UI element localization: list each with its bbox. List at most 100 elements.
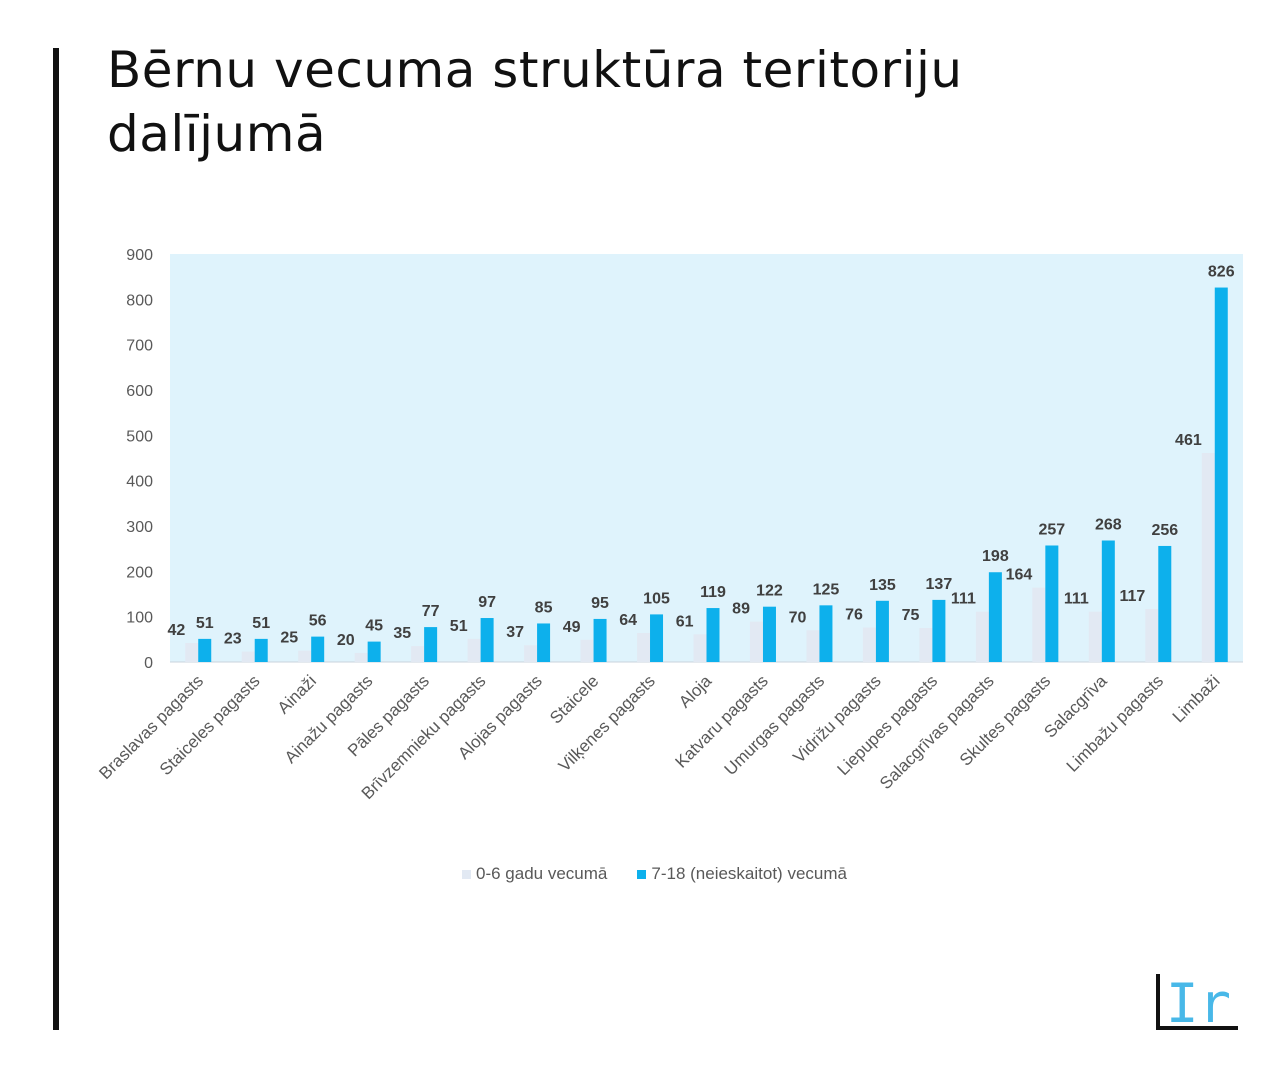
bar-0-6 [580,639,594,662]
bar-7-18 [932,599,946,662]
data-label-7-18: 268 [1095,517,1122,534]
data-label-0-6: 25 [280,630,298,647]
data-label-0-6: 75 [902,607,920,624]
page-title: Bērnu vecuma struktūra teritoriju dalīju… [107,41,963,163]
bar-0-6 [806,630,820,662]
plot-area [170,254,1243,662]
y-tick-label: 700 [126,338,153,355]
x-tick-label: Limbaži [1169,671,1224,726]
data-label-7-18: 105 [643,590,670,607]
bar-0-6 [1032,587,1046,662]
bar-7-18 [254,638,268,662]
y-tick-label: 600 [126,383,153,400]
x-tick-label: Umurgas pagasts [721,671,829,779]
bar-0-6 [1145,608,1159,662]
bar-0-6 [919,628,933,662]
legend-item-old: 7-18 (neieskaitot) vecumā [637,864,847,884]
bar-7-18 [819,605,833,662]
data-label-7-18: 95 [591,595,609,612]
legend-swatch-young [462,869,471,879]
data-label-0-6: 37 [506,624,524,641]
bar-7-18 [875,600,889,662]
bar-7-18 [1158,545,1172,662]
data-label-0-6: 461 [1175,432,1202,449]
bar-0-6 [241,651,255,662]
chart-legend: 0-6 gadu vecumā 7-18 (neieskaitot) vecum… [462,864,847,884]
x-tick-label: Aloja [675,671,716,712]
bar-0-6 [693,634,707,662]
data-label-0-6: 61 [676,613,694,630]
y-tick-label: 0 [144,655,153,672]
legend-label-old: 7-18 (neieskaitot) vecumā [651,864,847,883]
bar-0-6 [298,650,312,662]
data-label-7-18: 122 [756,583,783,600]
data-label-7-18: 826 [1208,264,1235,281]
bar-7-18 [650,614,664,662]
bar-0-6 [749,621,763,662]
bar-0-6 [524,645,538,662]
data-label-0-6: 164 [1006,567,1033,584]
legend-swatch-old [637,869,647,879]
bar-0-6 [411,646,425,662]
data-label-7-18: 51 [196,615,214,632]
data-label-7-18: 135 [869,577,896,594]
x-tick-label: Vilķenes pagasts [555,671,659,775]
x-tick-label: Ainaži [274,671,320,717]
y-tick-label: 100 [126,610,153,627]
y-tick-label: 500 [126,428,153,445]
bar-0-6 [637,632,651,662]
bar-7-18 [1101,540,1115,662]
y-tick-label: 800 [126,292,153,309]
data-label-7-18: 137 [926,576,953,593]
data-label-7-18: 125 [813,581,840,598]
bar-0-6 [1088,611,1102,662]
brand-logo: Ir! [1156,972,1242,1035]
bar-7-18 [706,608,720,662]
data-label-7-18: 45 [365,618,383,635]
x-tick-label: Staicele [546,671,602,727]
data-label-7-18: 119 [700,584,726,601]
data-label-7-18: 85 [535,599,553,616]
bar-0-6 [862,627,876,662]
bar-0-6 [354,652,368,662]
data-label-7-18: 257 [1038,521,1065,538]
data-label-0-6: 117 [1119,588,1145,605]
data-label-0-6: 23 [224,631,242,648]
x-tick-label: Limbažu pagasts [1063,671,1167,775]
left-vertical-rule [53,48,59,1030]
bar-7-18 [537,623,551,662]
bar-0-6 [185,642,199,662]
y-tick-label: 900 [126,247,153,264]
bar-7-18 [593,618,607,662]
data-label-0-6: 49 [563,619,581,636]
legend-item-young: 0-6 gadu vecumā [462,864,607,884]
bar-0-6 [1201,453,1215,662]
data-label-0-6: 64 [619,612,637,629]
bar-7-18 [367,641,381,662]
bar-7-18 [762,606,776,662]
bar-7-18 [311,636,325,662]
bar-7-18 [424,627,438,662]
data-label-0-6: 111 [1064,591,1089,608]
legend-label-young: 0-6 gadu vecumā [476,864,608,883]
x-tick-label: Braslavas pagasts [95,671,207,783]
data-label-0-6: 35 [393,625,411,642]
data-label-0-6: 76 [845,607,863,624]
data-label-0-6: 51 [450,618,468,635]
bar-7-18 [198,638,212,662]
data-label-7-18: 56 [309,613,327,630]
data-label-7-18: 51 [252,615,270,632]
y-tick-label: 300 [126,519,153,536]
x-tick-label: Staiceles pagasts [156,671,264,779]
data-label-7-18: 97 [478,594,496,611]
bar-7-18 [1045,545,1059,662]
brand-logo-text: Ir! [1166,972,1242,1035]
x-tick-label: Liepupes pagasts [834,671,942,779]
data-label-7-18: 77 [422,603,440,620]
bar-7-18 [1214,287,1228,662]
data-label-0-6: 42 [167,622,185,639]
bar-0-6 [467,638,481,662]
y-tick-label: 400 [126,474,153,491]
data-label-7-18: 256 [1151,522,1178,539]
